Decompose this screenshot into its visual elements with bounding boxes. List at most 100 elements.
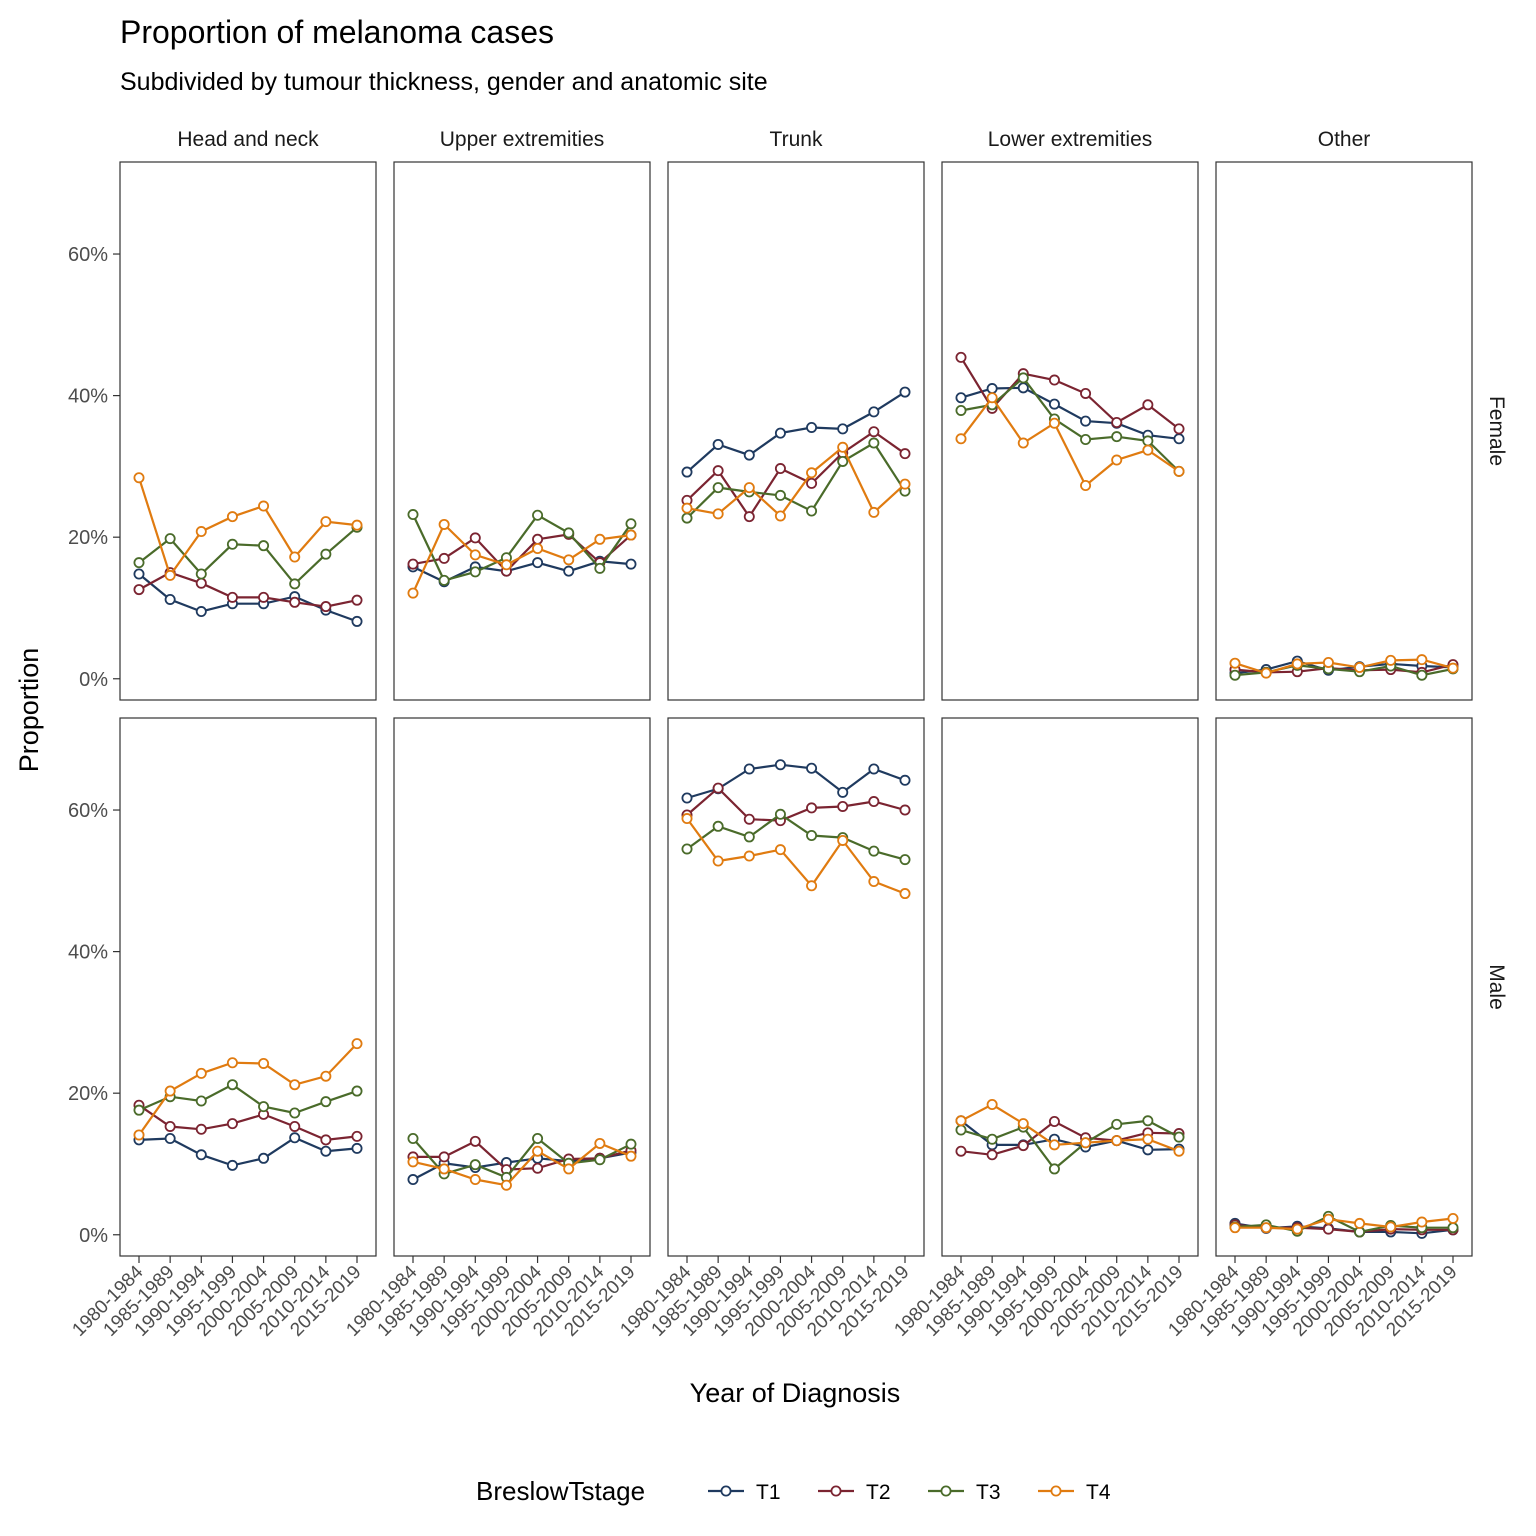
data-point-t4 [532,1145,544,1157]
data-point-t3 [563,527,575,539]
data-point-t3 [1048,1163,1060,1175]
data-point-t2 [712,782,724,794]
strip-label-column: Trunk [770,128,823,151]
data-point-t3 [712,820,724,832]
data-point-t1 [625,558,637,570]
data-point-t4 [1354,661,1366,673]
data-point-t1 [1017,382,1029,394]
data-point-t1 [712,438,724,450]
chart-subtitle: Subdivided by tumour thickness, gender a… [120,68,768,96]
data-point-t4 [164,1085,176,1097]
data-point-t4 [351,519,363,531]
data-point-t4 [712,855,724,867]
data-point-t2 [532,1162,544,1174]
data-point-t3 [625,1138,637,1150]
strip-label-column: Head and neck [177,128,319,151]
data-point-t3 [532,509,544,521]
series-line-t1 [138,1136,358,1167]
data-point-t3 [1173,1131,1185,1143]
data-point-t3 [164,533,176,545]
data-point-t3 [1017,372,1029,384]
legend-label: T2 [866,1481,891,1504]
panel [393,161,651,701]
data-point-t2 [1017,1140,1029,1152]
data-point-t1 [868,406,880,418]
legend-label: T4 [1086,1481,1111,1504]
y-tick-label: 40% [68,942,108,964]
data-point-t2 [1322,1223,1334,1235]
data-point-t3 [320,1096,332,1108]
data-point-t1 [164,1132,176,1144]
series-line-t3 [138,526,358,586]
panel-border [119,717,377,1257]
data-point-t4 [1354,1217,1366,1229]
data-point-t3 [1080,433,1092,445]
data-point-t1 [743,449,755,461]
data-point-t4 [1385,654,1397,666]
data-point-t4 [1291,1223,1303,1235]
data-point-t2 [532,533,544,545]
data-point-t2 [351,594,363,606]
panel-border [941,717,1199,1257]
data-point-t3 [743,831,755,843]
data-point-t4 [955,1115,967,1127]
x-axis-title: Year of Diagnosis [690,1378,901,1408]
data-point-t2 [438,552,450,564]
data-point-t2 [1048,1116,1060,1128]
y-tick-label: 0% [79,1225,108,1247]
data-point-t2 [806,802,818,814]
data-point-t2 [1111,417,1123,429]
data-point-t4 [438,1163,450,1175]
data-point-t4 [1260,1222,1272,1234]
data-point-t2 [743,511,755,523]
panel-border [667,717,925,1257]
data-point-t1 [899,386,911,398]
data-point-t4 [899,888,911,900]
data-point-t4 [986,1099,998,1111]
data-point-t4 [438,518,450,530]
panel [1215,161,1473,701]
data-point-t4 [1080,1137,1092,1149]
data-point-t2 [407,558,419,570]
data-point-t4 [289,551,301,563]
data-point-t4 [500,1179,512,1191]
data-point-t2 [1173,423,1185,435]
data-point-t3 [1142,1115,1154,1127]
data-point-t4 [1111,454,1123,466]
data-point-t3 [899,854,911,866]
data-point-t2 [320,601,332,613]
data-point-t2 [837,800,849,812]
series-line-t2 [960,356,1180,430]
panel [119,161,377,701]
data-point-t4 [1229,1222,1241,1234]
data-point-t1 [532,557,544,569]
data-point-t3 [712,482,724,494]
data-point-t4 [351,1038,363,1050]
data-point-t2 [289,1120,301,1132]
data-point-t1 [563,565,575,577]
data-point-t3 [320,548,332,560]
panel [667,717,925,1257]
y-tick-label: 40% [68,386,108,408]
data-point-t3 [1229,669,1241,681]
data-point-t2 [868,426,880,438]
data-point-t1 [743,763,755,775]
series-line-t1 [686,763,906,800]
data-point-t1 [986,383,998,395]
legend: BreslowTstage T1 T2 T3 T4 [476,1476,1111,1506]
data-point-t2 [469,1135,481,1147]
data-point-t3 [955,1124,967,1136]
data-point-t3 [226,538,238,550]
data-point-t4 [195,526,207,538]
data-point-t4 [1017,1118,1029,1130]
data-point-t4 [1260,667,1272,679]
data-point-t3 [407,1132,419,1144]
panel [393,717,651,1257]
data-point-t2 [1048,374,1060,386]
data-point-t1 [407,1174,419,1186]
data-point-t4 [625,1150,637,1162]
data-point-t2 [133,584,145,596]
data-point-t1 [1142,1144,1154,1156]
panel-border [1215,161,1473,701]
y-axis-title: Proportion [14,648,44,773]
